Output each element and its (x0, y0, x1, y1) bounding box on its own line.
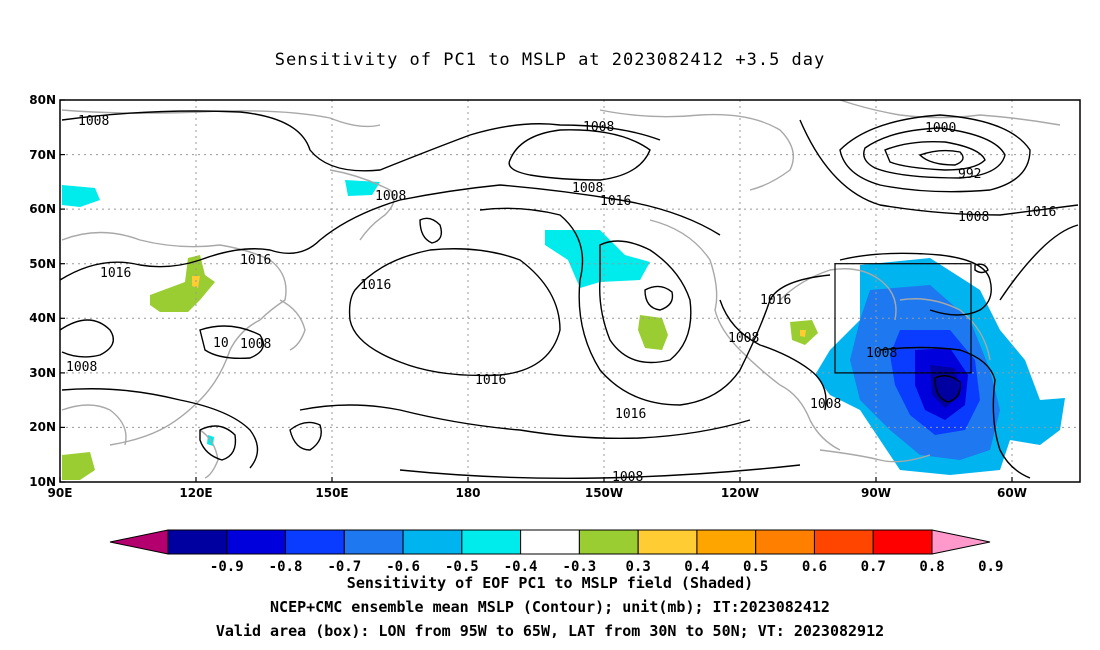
shading-positive-green (150, 255, 215, 312)
latitude-labels: 80N 70N 60N 50N 40N 30N 20N 10N (29, 93, 56, 489)
colorbar-label: -0.9 (210, 559, 244, 575)
lon-label: 60W (997, 486, 1027, 500)
colorbar-swatch (285, 529, 345, 555)
contour-label: 1008 (375, 189, 406, 204)
colorbar-swatch (461, 529, 522, 555)
contour-label: 1008 (240, 337, 271, 352)
positive-shading-layer (62, 255, 818, 480)
colorbar-label: -0.3 (563, 559, 597, 575)
lat-label: 10N (29, 475, 56, 489)
colorbar-swatch (343, 529, 404, 555)
colorbar-swatch (813, 529, 874, 555)
lat-label: 50N (29, 257, 56, 271)
lon-label: 150E (315, 486, 348, 500)
colorbar-swatch (696, 529, 757, 555)
contour-labels: 1008 1008 1008 1000 992 1008 1016 1016 1… (66, 114, 1056, 485)
tick-marks (59, 99, 1013, 483)
colorbar: -0.9 -0.8 -0.7 -0.6 -0.5 -0.4 -0.3 0.3 0.4 0.5 0.6… (109, 529, 1003, 575)
colorbar-swatch (872, 529, 933, 555)
lat-label: 20N (29, 420, 56, 434)
contour-label: 1016 (600, 194, 631, 209)
contour-label: 1008 (572, 181, 603, 196)
lon-label: 90E (48, 486, 73, 500)
colorbar-label: -0.6 (386, 559, 420, 575)
longitude-labels: 90E 120E 150E 180 150W 120W 90W 60W (48, 486, 1027, 500)
colorbar-swatch (520, 529, 580, 555)
contour-label: 1008 (866, 346, 897, 361)
contour-label: 1008 (810, 397, 841, 412)
colorbar-label: -0.5 (445, 559, 479, 575)
contour-label: 10 (213, 336, 229, 351)
colorbar-label: -0.8 (269, 559, 303, 575)
colorbar-swatch (637, 529, 698, 555)
contour-label: 1016 (100, 266, 131, 281)
contour-label: 1016 (1025, 205, 1056, 220)
lat-label: 40N (29, 311, 56, 325)
colorbar-label: -0.7 (327, 559, 361, 575)
colorbar-label: 0.5 (743, 559, 768, 575)
colorbar-label: 0.4 (684, 559, 709, 575)
colorbar-swatch (578, 529, 639, 555)
contour-label: 1000 (925, 121, 956, 136)
lon-label: 150W (585, 486, 623, 500)
caption-line-2: NCEP+CMC ensemble mean MSLP (Contour); u… (270, 598, 830, 616)
lat-label: 30N (29, 366, 56, 380)
coastlines (61, 99, 1061, 479)
contour-label: 1016 (760, 293, 791, 308)
shading-positive-yellow (800, 330, 806, 337)
mslp-contours (59, 110, 1079, 480)
lon-label: 180 (455, 486, 480, 500)
colorbar-swatch (755, 529, 815, 555)
lon-label: 120E (179, 486, 212, 500)
contour-label: 1008 (583, 120, 614, 135)
shading-positive-green (62, 452, 95, 480)
colorbar-label: 0.7 (861, 559, 886, 575)
shading-negative-cyan (62, 185, 100, 207)
contour-label: 1008 (728, 331, 759, 346)
colorbar-label: 0.8 (919, 559, 944, 575)
contour-label: 1008 (958, 210, 989, 225)
shading-negative-cyan (545, 230, 650, 288)
contour-label: 1008 (66, 360, 97, 375)
contour-label: 1016 (360, 278, 391, 293)
map-frame (59, 99, 1081, 483)
contour-label: 1016 (615, 407, 646, 422)
colorbar-swatch (109, 529, 169, 555)
graticule (60, 100, 1080, 482)
colorbar-swatch (402, 529, 463, 555)
lon-label: 120W (721, 486, 759, 500)
lat-label: 60N (29, 202, 56, 216)
colorbar-label: 0.3 (626, 559, 651, 575)
map-title: Sensitivity of PC1 to MSLP at 2023082412… (274, 50, 826, 70)
shading-negative-navy (930, 365, 960, 408)
contour-label: 1008 (78, 114, 109, 129)
contour-label: 992 (958, 167, 981, 182)
lat-label: 80N (29, 93, 56, 107)
shading-positive-green (638, 315, 668, 350)
contour-label: 1016 (475, 373, 506, 388)
valid-area-box (834, 263, 972, 374)
caption-line-1: Sensitivity of EOF PC1 to MSLP field (Sh… (346, 574, 754, 592)
colorbar-label: 0.9 (978, 559, 1003, 575)
caption-line-3: Valid area (box): LON from 95W to 65W, L… (215, 622, 885, 640)
colorbar-swatch (226, 529, 287, 555)
contour-label: 1016 (240, 253, 271, 268)
colorbar-label: 0.6 (802, 559, 827, 575)
lat-label: 70N (29, 148, 56, 162)
shading-negative-cyan (345, 180, 380, 196)
colorbar-label: -0.4 (504, 559, 538, 575)
colorbar-swatch (931, 529, 991, 555)
colorbar-swatch (167, 529, 228, 555)
lon-label: 90W (861, 486, 891, 500)
